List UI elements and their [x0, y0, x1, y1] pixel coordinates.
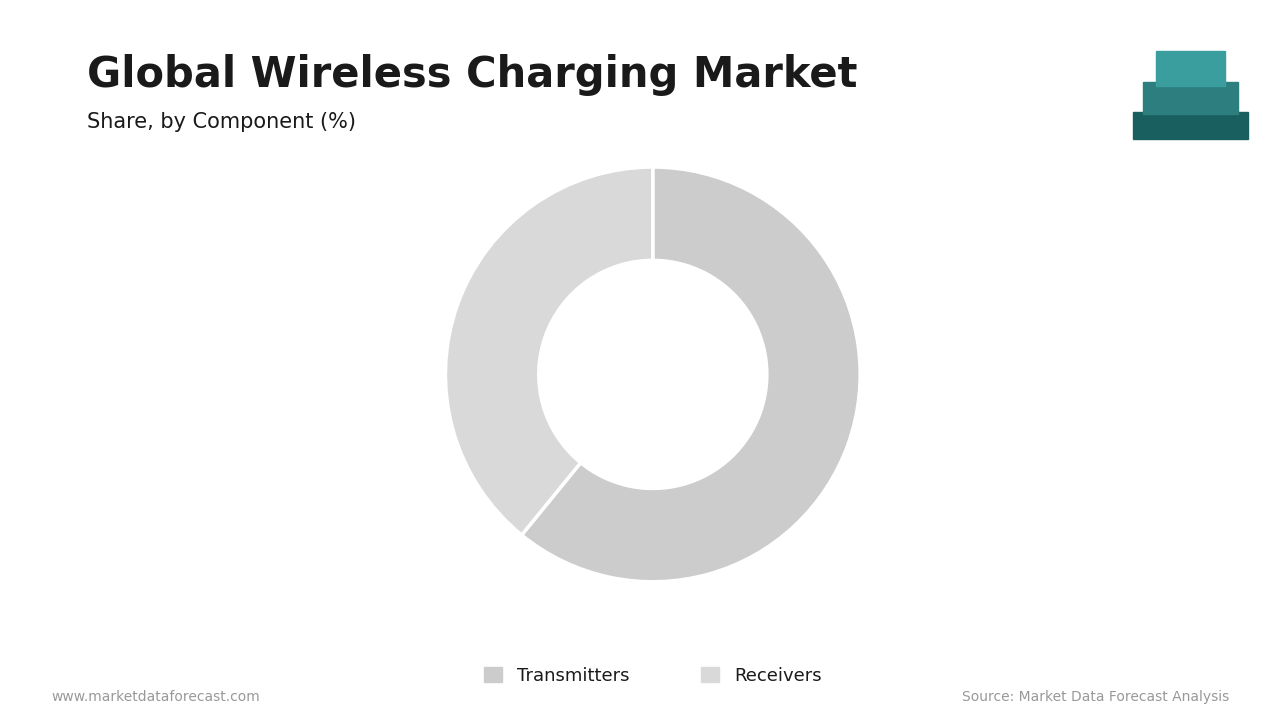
Polygon shape [1156, 51, 1225, 86]
Text: Share, by Component (%): Share, by Component (%) [87, 112, 356, 132]
Text: Global Wireless Charging Market: Global Wireless Charging Market [87, 54, 858, 96]
Polygon shape [1133, 112, 1248, 139]
Text: www.marketdataforecast.com: www.marketdataforecast.com [51, 690, 260, 704]
Polygon shape [1143, 81, 1238, 114]
Wedge shape [445, 167, 653, 535]
Legend: Transmitters, Receivers: Transmitters, Receivers [477, 660, 828, 692]
Wedge shape [522, 167, 860, 582]
Text: Source: Market Data Forecast Analysis: Source: Market Data Forecast Analysis [961, 690, 1229, 704]
